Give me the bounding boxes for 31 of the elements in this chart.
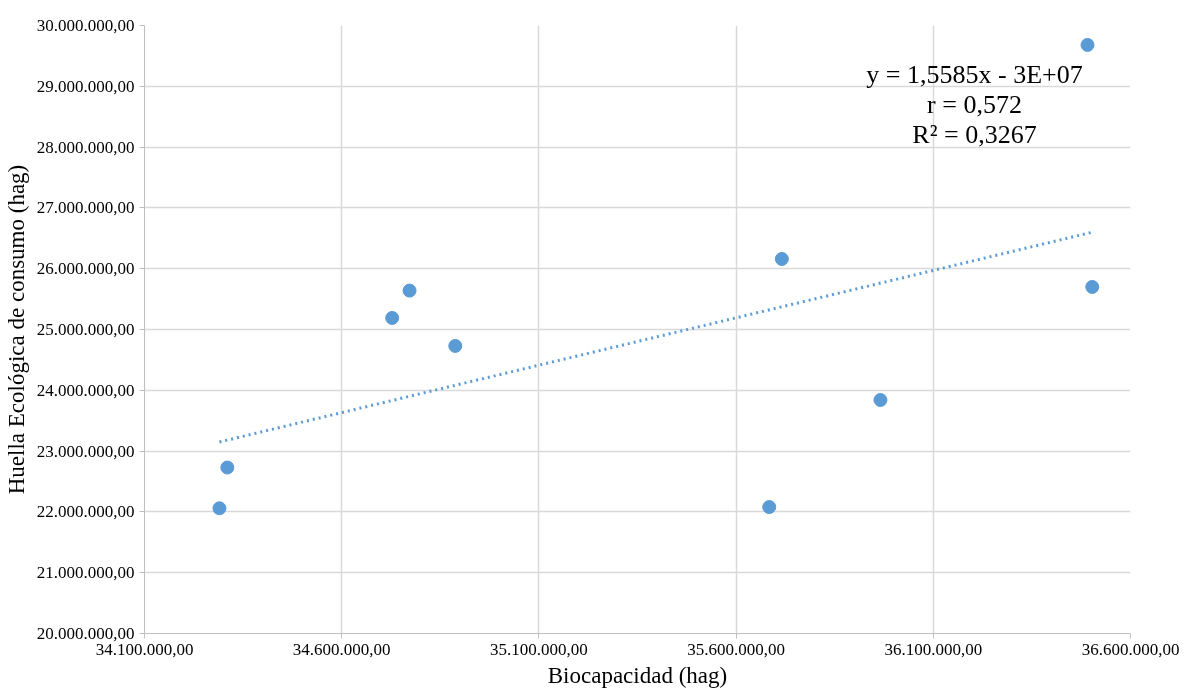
x-tick-label: 36.600.000,00 bbox=[1081, 639, 1180, 659]
y-tick-label: 21.000.000,00 bbox=[36, 563, 135, 583]
y-tick-label: 24.000.000,00 bbox=[36, 380, 135, 400]
x-tick-label: 35.600.000,00 bbox=[687, 639, 785, 659]
point bbox=[873, 393, 888, 408]
y-tick-label: 30.000.000,00 bbox=[36, 16, 135, 35]
annotation: R² = 0,3267 bbox=[912, 119, 1037, 149]
point bbox=[762, 500, 777, 515]
y-tick-label: 27.000.000,00 bbox=[36, 198, 135, 218]
y-axis-title: Huella Ecológica de consumo (hag) bbox=[3, 164, 29, 495]
x-tick-label: 35.100.000,00 bbox=[490, 639, 588, 659]
point bbox=[448, 338, 463, 353]
point bbox=[402, 283, 417, 298]
y-tick-label: 29.000.000,00 bbox=[36, 76, 135, 96]
point bbox=[774, 251, 789, 266]
x-tick-label: 34.600.000,00 bbox=[292, 639, 391, 659]
point bbox=[212, 501, 227, 516]
y-tick-label: 26.000.000,00 bbox=[36, 259, 135, 279]
point bbox=[385, 310, 400, 325]
y-tick-label: 22.000.000,00 bbox=[36, 502, 135, 522]
point bbox=[220, 460, 235, 475]
y-tick-label: 25.000.000,00 bbox=[36, 320, 135, 339]
y-tick-label: 20.000.000,00 bbox=[36, 624, 135, 643]
y-tick-label: 23.000.000,00 bbox=[36, 441, 135, 461]
point bbox=[1085, 279, 1100, 294]
annotation: r = 0,572 bbox=[927, 89, 1022, 119]
annotation: y = 1,5585x - 3E+07 bbox=[866, 59, 1083, 89]
y-tick-label: 28.000.000,00 bbox=[36, 137, 135, 157]
x-tick-label: 36.100.000,00 bbox=[884, 639, 983, 659]
x-axis-title: Biocapacidad (hag) bbox=[547, 662, 728, 688]
point bbox=[1080, 37, 1095, 52]
